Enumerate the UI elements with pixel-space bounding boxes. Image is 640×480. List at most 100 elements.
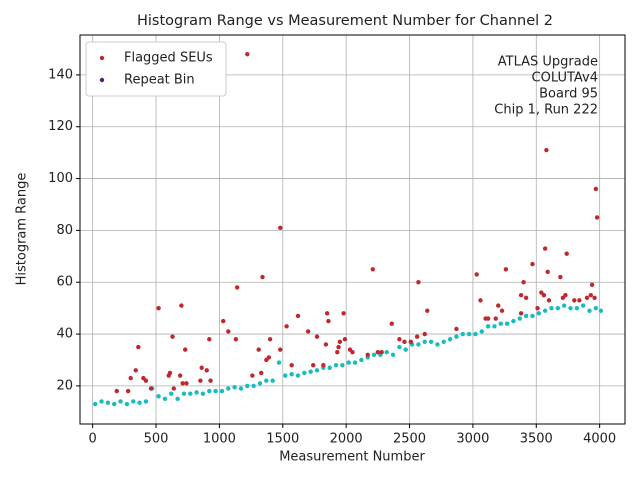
point <box>289 362 294 368</box>
x-tick-label: 0 <box>89 432 97 447</box>
point <box>523 313 529 319</box>
point <box>498 321 503 326</box>
point <box>384 350 389 355</box>
x-tick-label: 2000 <box>330 432 363 447</box>
y-tick-label: 60 <box>56 275 73 290</box>
x-tick-label: 3500 <box>520 432 553 447</box>
point <box>593 186 599 192</box>
point <box>283 373 288 378</box>
point <box>207 337 212 342</box>
point <box>321 362 326 368</box>
x-tick-label: 500 <box>144 432 169 447</box>
point <box>234 285 240 290</box>
x-tick-label: 3000 <box>456 432 489 447</box>
point <box>305 329 311 334</box>
point <box>207 388 212 394</box>
point <box>133 368 138 373</box>
point <box>545 269 550 275</box>
point <box>588 292 593 298</box>
point <box>435 342 440 347</box>
point <box>182 347 188 352</box>
point <box>346 360 351 365</box>
point <box>180 381 185 386</box>
point <box>181 391 187 396</box>
point <box>466 331 472 337</box>
point <box>594 215 600 220</box>
point <box>365 352 370 358</box>
point <box>535 305 540 311</box>
point <box>422 339 427 345</box>
point <box>245 383 250 389</box>
point <box>270 378 275 383</box>
point <box>593 305 599 311</box>
y-tick-label: 80 <box>56 223 73 238</box>
point <box>402 339 407 345</box>
point <box>232 384 237 390</box>
point <box>112 401 117 407</box>
point <box>422 331 427 337</box>
point <box>397 337 402 342</box>
point <box>278 225 283 231</box>
point <box>370 267 375 272</box>
point <box>256 347 261 352</box>
point <box>341 311 346 316</box>
point <box>337 339 343 345</box>
point <box>124 401 130 407</box>
point <box>503 267 509 272</box>
legend-marker <box>99 55 105 61</box>
point <box>530 261 535 267</box>
point <box>371 352 377 358</box>
y-tick-label: 20 <box>56 378 73 393</box>
legend-label: Flagged SEUs <box>124 51 213 66</box>
x-tick-label: 4000 <box>583 432 616 447</box>
point <box>177 373 183 378</box>
point <box>136 344 141 350</box>
point <box>416 342 421 347</box>
annotation: Chip 1, Run 222 <box>494 103 598 118</box>
annotation: Board 95 <box>539 87 598 102</box>
point <box>511 318 516 324</box>
y-tick-label: 40 <box>56 327 73 342</box>
point <box>563 292 568 298</box>
point <box>549 305 554 311</box>
point <box>266 355 272 360</box>
point <box>577 298 582 303</box>
point <box>340 362 345 368</box>
point <box>162 396 168 402</box>
point <box>226 386 231 391</box>
point <box>278 347 283 352</box>
point <box>302 370 307 376</box>
point <box>156 305 161 311</box>
point <box>335 350 340 355</box>
point <box>544 147 549 153</box>
point <box>499 308 505 313</box>
y-axis-label: Histogram Range <box>15 173 30 286</box>
point <box>284 324 289 329</box>
point <box>425 308 430 313</box>
point <box>389 321 394 326</box>
point <box>542 246 548 251</box>
point <box>200 391 206 396</box>
plot-frame <box>79 34 626 425</box>
annotation: COLUTAv4 <box>532 71 598 86</box>
point <box>352 360 358 365</box>
point <box>589 282 595 288</box>
point <box>250 373 255 378</box>
point <box>342 337 348 342</box>
point <box>517 316 523 321</box>
point <box>454 334 459 339</box>
point <box>131 399 136 404</box>
point <box>379 350 384 355</box>
point <box>447 337 453 342</box>
legend-label: Repeat Bin <box>124 73 195 88</box>
point <box>170 334 175 339</box>
point <box>375 350 381 355</box>
point <box>485 324 491 329</box>
x-axis-label: Measurement Number <box>279 450 425 465</box>
point <box>118 399 123 404</box>
point <box>350 350 355 355</box>
point <box>179 303 184 308</box>
y-tick-label: 100 <box>48 171 73 186</box>
point <box>260 274 265 280</box>
point <box>324 311 330 316</box>
